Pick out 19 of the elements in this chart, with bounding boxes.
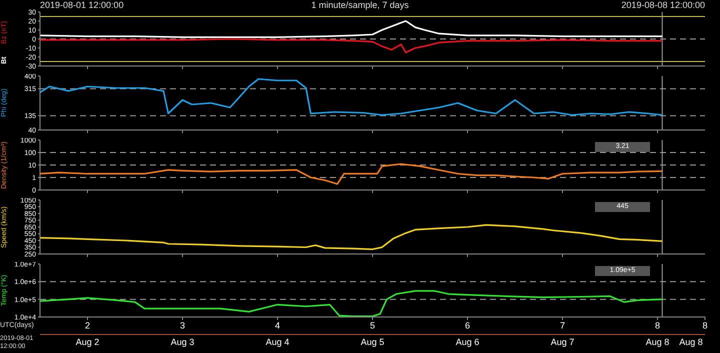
x-tick-label: 2 [84, 320, 90, 330]
x-tick-label: 5 [370, 320, 376, 330]
x-tick-label: 4 [274, 320, 280, 330]
x2-tick-label: Aug 6 [454, 337, 480, 347]
x2-tick-label: Aug 8 [644, 337, 670, 347]
text: 2019-08-08 12:00:00 [621, 0, 705, 10]
text: 2019-08-01 12:00:00 [40, 0, 124, 10]
x2-tick-label: Aug 4 [264, 337, 290, 347]
x-tick-label: 6 [464, 320, 470, 330]
x2-tick-label: Aug 8 [678, 337, 704, 347]
x2-tick-label: Aug 2 [74, 337, 100, 347]
x-tick-label: 7 [560, 320, 566, 330]
x-tick-label: 8 [702, 320, 708, 330]
x-tick-label: 8 [654, 320, 660, 330]
x-tick-label: 3 [180, 320, 186, 330]
chart-title: 1 minute/sample, 7 days [310, 0, 410, 10]
x2-tick-label: Aug 3 [170, 337, 196, 347]
x2-tick-label: Aug 7 [550, 337, 576, 347]
x2-tick-label: Aug 5 [360, 337, 386, 347]
